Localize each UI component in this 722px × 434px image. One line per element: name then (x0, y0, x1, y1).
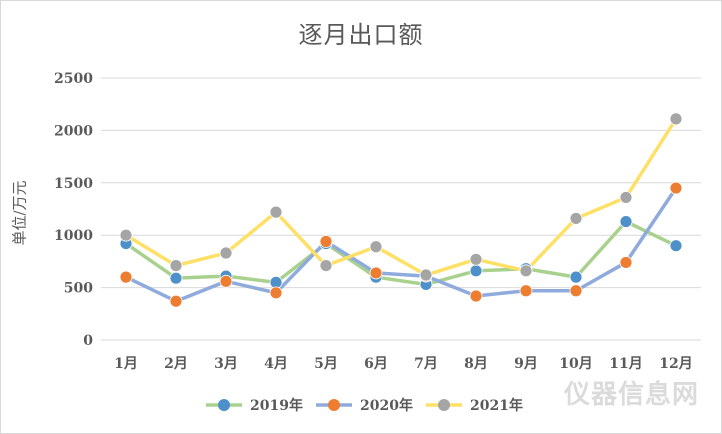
x-tick-label: 9月 (514, 356, 538, 372)
y-tick-label: 0 (83, 333, 93, 349)
x-tick-label: 7月 (414, 356, 438, 372)
x-tick-label: 2月 (164, 356, 188, 372)
data-point-1 (669, 181, 683, 195)
data-point-2 (669, 112, 683, 126)
data-point-0 (569, 270, 583, 284)
data-point-0 (669, 239, 683, 253)
x-tick-label: 8月 (464, 356, 488, 372)
y-tick-label: 2000 (54, 123, 93, 139)
data-point-2 (169, 259, 183, 272)
data-point-0 (169, 271, 183, 285)
legend-label: 2019年 (250, 397, 303, 414)
legend-swatch-marker (328, 399, 340, 411)
chart-title: 逐月出口额 (298, 21, 424, 49)
data-point-1 (119, 270, 133, 284)
legend-swatch-marker (218, 399, 230, 411)
data-point-2 (569, 212, 583, 225)
x-tick-label: 12月 (659, 356, 692, 372)
legend-swatch-marker (438, 399, 450, 411)
x-tick-label: 6月 (364, 356, 388, 372)
data-point-1 (569, 284, 583, 298)
series-layer (119, 112, 683, 308)
data-point-0 (469, 264, 483, 278)
data-point-2 (369, 240, 383, 254)
data-point-2 (519, 264, 533, 278)
series-line-2 (124, 117, 678, 277)
data-point-2 (469, 252, 483, 266)
legend-label: 2020年 (360, 397, 413, 414)
data-point-1 (619, 256, 633, 269)
data-point-2 (419, 268, 433, 282)
legend: 2019年 2020年 2021年 (206, 397, 523, 414)
x-tick-label: 10月 (559, 356, 592, 372)
x-tick-label: 1月 (114, 356, 138, 372)
data-point-1 (269, 286, 283, 300)
data-point-2 (269, 205, 283, 219)
watermark-logo: 仪器信息网 (563, 380, 699, 410)
legend-label: 2021年 (470, 397, 523, 414)
x-tick-label: 3月 (214, 356, 238, 372)
data-point-1 (519, 284, 533, 298)
x-tick-label: 5月 (314, 356, 338, 372)
data-point-1 (369, 266, 383, 280)
grid-layer (101, 77, 701, 341)
series-line-0 (124, 219, 678, 287)
data-point-2 (219, 246, 233, 260)
data-point-1 (169, 294, 183, 308)
data-point-1 (319, 235, 333, 248)
y-tick-label: 1000 (54, 228, 93, 244)
x-tick-labels: 1月 2月 3月 4月 5月 6月 7月 8月 9月 10月 11月 12月 (114, 356, 693, 372)
y-tick-label: 2500 (54, 71, 93, 87)
data-point-0 (619, 215, 633, 228)
x-tick-label: 11月 (609, 356, 642, 372)
data-point-2 (119, 228, 133, 242)
data-point-1 (219, 274, 233, 288)
x-tick-label: 4月 (264, 356, 288, 372)
series-line-1 (124, 186, 678, 303)
data-point-1 (469, 289, 483, 303)
y-tick-label: 1500 (54, 176, 93, 192)
data-point-2 (319, 259, 333, 272)
y-tick-label: 500 (64, 281, 93, 297)
y-tick-labels: 0 500 1000 1500 2000 2500 (54, 71, 93, 349)
data-point-2 (619, 191, 633, 204)
